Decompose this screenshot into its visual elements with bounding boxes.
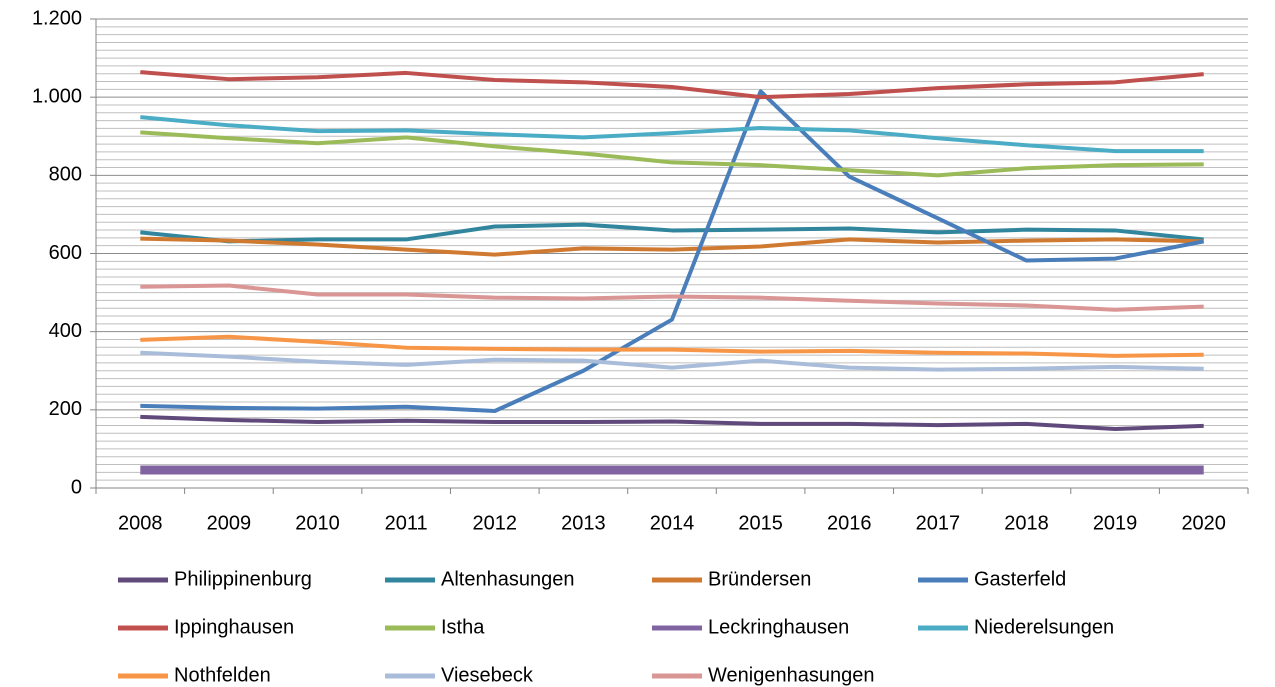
series-line [140,414,1204,431]
x-tick-label: 2019 [1093,512,1138,534]
legend-label: Leckringhausen [708,616,849,638]
legend-label: Gasterfeld [974,568,1066,590]
x-tick-label: 2012 [473,512,518,534]
x-tick-label: 2015 [738,512,783,534]
y-tick-label: 1.200 [32,7,82,29]
x-tick-label: 2014 [650,512,695,534]
series-line [140,236,1204,257]
series-line [140,115,1204,154]
x-tick-label: 2011 [385,512,428,534]
x-tick-label: 2008 [118,512,163,534]
x-tick-label: 2016 [827,512,872,534]
series-line [140,89,1205,414]
x-tick-label: 2020 [1181,512,1226,534]
legend-label: Viesebeck [441,664,534,686]
x-tick-label: 2013 [561,512,606,534]
legend-label: Niederelsungen [974,616,1114,638]
x-tick-label: 2010 [295,512,340,534]
series-line [140,334,1204,358]
series-line [140,350,1204,372]
x-tick-label: 2018 [1004,512,1049,534]
legend-label: Istha [441,616,485,638]
series-line [140,283,1204,312]
legend-label: Philippinenburg [174,568,312,590]
legend-label: Wenigenhasungen [708,664,874,686]
series-line [140,130,1204,178]
y-tick-label: 400 [49,320,82,342]
series-line [140,70,1204,100]
y-tick-label: 1.000 [32,85,82,107]
y-tick-label: 0 [71,476,82,498]
y-tick-label: 600 [49,242,82,264]
legend-label: Altenhasungen [441,568,574,590]
y-tick-label: 200 [49,398,82,420]
series-line [140,222,1204,244]
y-tick-label: 800 [49,164,82,186]
legend-label: Bründersen [708,568,811,590]
x-tick-label: 2009 [207,512,252,534]
x-tick-label: 2017 [916,512,961,534]
legend-label: Ippinghausen [174,616,294,638]
legend-label: Nothfelden [174,664,271,686]
